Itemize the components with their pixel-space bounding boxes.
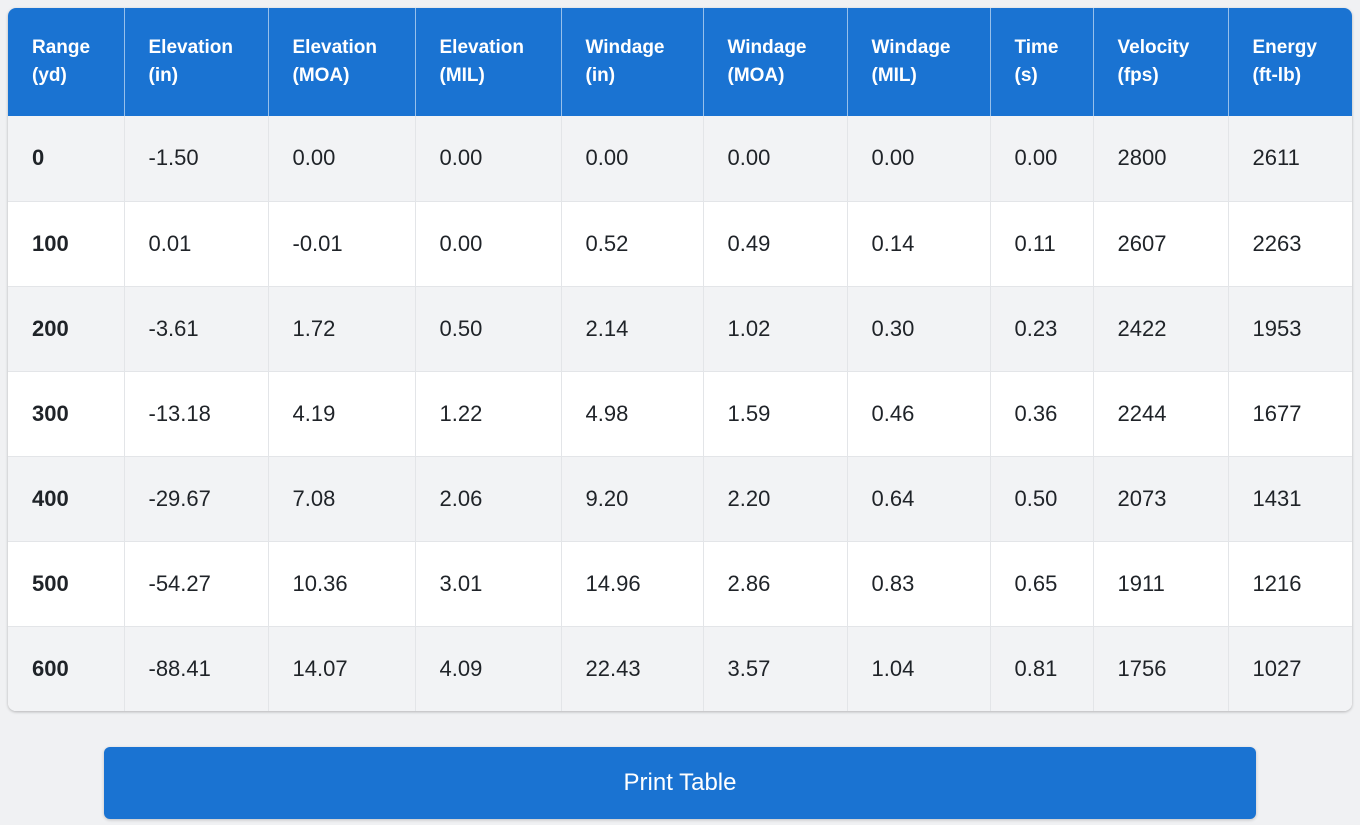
- cell-range: 300: [8, 371, 125, 457]
- cell-elevation-in: -1.50: [124, 116, 269, 202]
- cell-range: 0: [8, 116, 125, 202]
- cell-windage-in: 0.00: [561, 116, 704, 202]
- cell-elevation-in: -88.41: [124, 626, 269, 711]
- cell-elevation-mil: 0.00: [415, 116, 562, 202]
- cell-windage-mil: 0.00: [847, 116, 991, 202]
- cell-velocity: 2073: [1093, 456, 1229, 542]
- table-header: Range (yd) Elevation (in) Elevation (MOA) E…: [8, 8, 1352, 116]
- column-header-elevation-in: Elevation (in): [124, 8, 269, 116]
- cell-elevation-moa: -0.01: [268, 201, 416, 287]
- cell-elevation-mil: 2.06: [415, 456, 562, 542]
- cell-elevation-mil: 4.09: [415, 626, 562, 711]
- cell-windage-mil: 1.04: [847, 626, 991, 711]
- cell-windage-mil: 0.83: [847, 541, 991, 627]
- cell-elevation-moa: 14.07: [268, 626, 416, 711]
- table-row: 200 -3.61 1.72 0.50 2.14 1.02 0.30 0.23 …: [8, 286, 1352, 372]
- cell-windage-mil: 0.64: [847, 456, 991, 542]
- cell-velocity: 2422: [1093, 286, 1229, 372]
- ballistics-table-card: Range (yd) Elevation (in) Elevation (MOA) E…: [8, 8, 1352, 711]
- cell-velocity: 2800: [1093, 116, 1229, 202]
- cell-windage-moa: 2.86: [703, 541, 848, 627]
- column-header-elevation-mil: Elevation (MIL): [415, 8, 562, 116]
- cell-energy: 2611: [1228, 116, 1352, 202]
- header-row: Range (yd) Elevation (in) Elevation (MOA) E…: [8, 8, 1352, 116]
- cell-time: 0.81: [990, 626, 1094, 711]
- table-row: 400 -29.67 7.08 2.06 9.20 2.20 0.64 0.50…: [8, 456, 1352, 542]
- cell-energy: 1216: [1228, 541, 1352, 627]
- cell-elevation-mil: 1.22: [415, 371, 562, 457]
- cell-energy: 2263: [1228, 201, 1352, 287]
- cell-elevation-in: -3.61: [124, 286, 269, 372]
- cell-windage-moa: 1.59: [703, 371, 848, 457]
- cell-velocity: 2607: [1093, 201, 1229, 287]
- column-header-windage-mil: Windage (MIL): [847, 8, 991, 116]
- cell-windage-in: 9.20: [561, 456, 704, 542]
- cell-range: 400: [8, 456, 125, 542]
- cell-windage-moa: 1.02: [703, 286, 848, 372]
- cell-windage-moa: 2.20: [703, 456, 848, 542]
- cell-windage-mil: 0.14: [847, 201, 991, 287]
- cell-time: 0.00: [990, 116, 1094, 202]
- table-row: 0 -1.50 0.00 0.00 0.00 0.00 0.00 0.00 28…: [8, 116, 1352, 202]
- cell-windage-in: 2.14: [561, 286, 704, 372]
- cell-elevation-in: -29.67: [124, 456, 269, 542]
- cell-energy: 1431: [1228, 456, 1352, 542]
- print-table-button[interactable]: Print Table: [104, 747, 1256, 819]
- cell-elevation-moa: 7.08: [268, 456, 416, 542]
- cell-windage-mil: 0.46: [847, 371, 991, 457]
- cell-range: 500: [8, 541, 125, 627]
- cell-elevation-mil: 3.01: [415, 541, 562, 627]
- cell-elevation-moa: 0.00: [268, 116, 416, 202]
- cell-time: 0.36: [990, 371, 1094, 457]
- cell-time: 0.50: [990, 456, 1094, 542]
- cell-elevation-in: 0.01: [124, 201, 269, 287]
- column-header-windage-in: Windage (in): [561, 8, 704, 116]
- cell-range: 600: [8, 626, 125, 711]
- cell-windage-in: 0.52: [561, 201, 704, 287]
- cell-elevation-moa: 4.19: [268, 371, 416, 457]
- column-header-range: Range (yd): [8, 8, 125, 116]
- table-row: 600 -88.41 14.07 4.09 22.43 3.57 1.04 0.…: [8, 626, 1352, 711]
- cell-range: 100: [8, 201, 125, 287]
- table-body: 0 -1.50 0.00 0.00 0.00 0.00 0.00 0.00 28…: [8, 116, 1352, 711]
- cell-velocity: 2244: [1093, 371, 1229, 457]
- cell-windage-moa: 0.49: [703, 201, 848, 287]
- cell-elevation-in: -13.18: [124, 371, 269, 457]
- column-header-energy: Energy (ft-lb): [1228, 8, 1352, 116]
- cell-windage-in: 22.43: [561, 626, 704, 711]
- cell-time: 0.65: [990, 541, 1094, 627]
- table-row: 100 0.01 -0.01 0.00 0.52 0.49 0.14 0.11 …: [8, 201, 1352, 287]
- cell-energy: 1953: [1228, 286, 1352, 372]
- cell-windage-mil: 0.30: [847, 286, 991, 372]
- table-row: 500 -54.27 10.36 3.01 14.96 2.86 0.83 0.…: [8, 541, 1352, 627]
- cell-elevation-mil: 0.00: [415, 201, 562, 287]
- cell-velocity: 1756: [1093, 626, 1229, 711]
- cell-elevation-moa: 1.72: [268, 286, 416, 372]
- table-row: 300 -13.18 4.19 1.22 4.98 1.59 0.46 0.36…: [8, 371, 1352, 457]
- cell-time: 0.23: [990, 286, 1094, 372]
- cell-windage-moa: 0.00: [703, 116, 848, 202]
- cell-time: 0.11: [990, 201, 1094, 287]
- cell-velocity: 1911: [1093, 541, 1229, 627]
- cell-windage-in: 14.96: [561, 541, 704, 627]
- column-header-elevation-moa: Elevation (MOA): [268, 8, 416, 116]
- column-header-velocity: Velocity (fps): [1093, 8, 1229, 116]
- cell-range: 200: [8, 286, 125, 372]
- cell-windage-in: 4.98: [561, 371, 704, 457]
- cell-elevation-in: -54.27: [124, 541, 269, 627]
- cell-energy: 1027: [1228, 626, 1352, 711]
- cell-elevation-mil: 0.50: [415, 286, 562, 372]
- ballistics-table: Range (yd) Elevation (in) Elevation (MOA) E…: [8, 8, 1352, 711]
- cell-elevation-moa: 10.36: [268, 541, 416, 627]
- cell-energy: 1677: [1228, 371, 1352, 457]
- column-header-windage-moa: Windage (MOA): [703, 8, 848, 116]
- cell-windage-moa: 3.57: [703, 626, 848, 711]
- column-header-time: Time (s): [990, 8, 1094, 116]
